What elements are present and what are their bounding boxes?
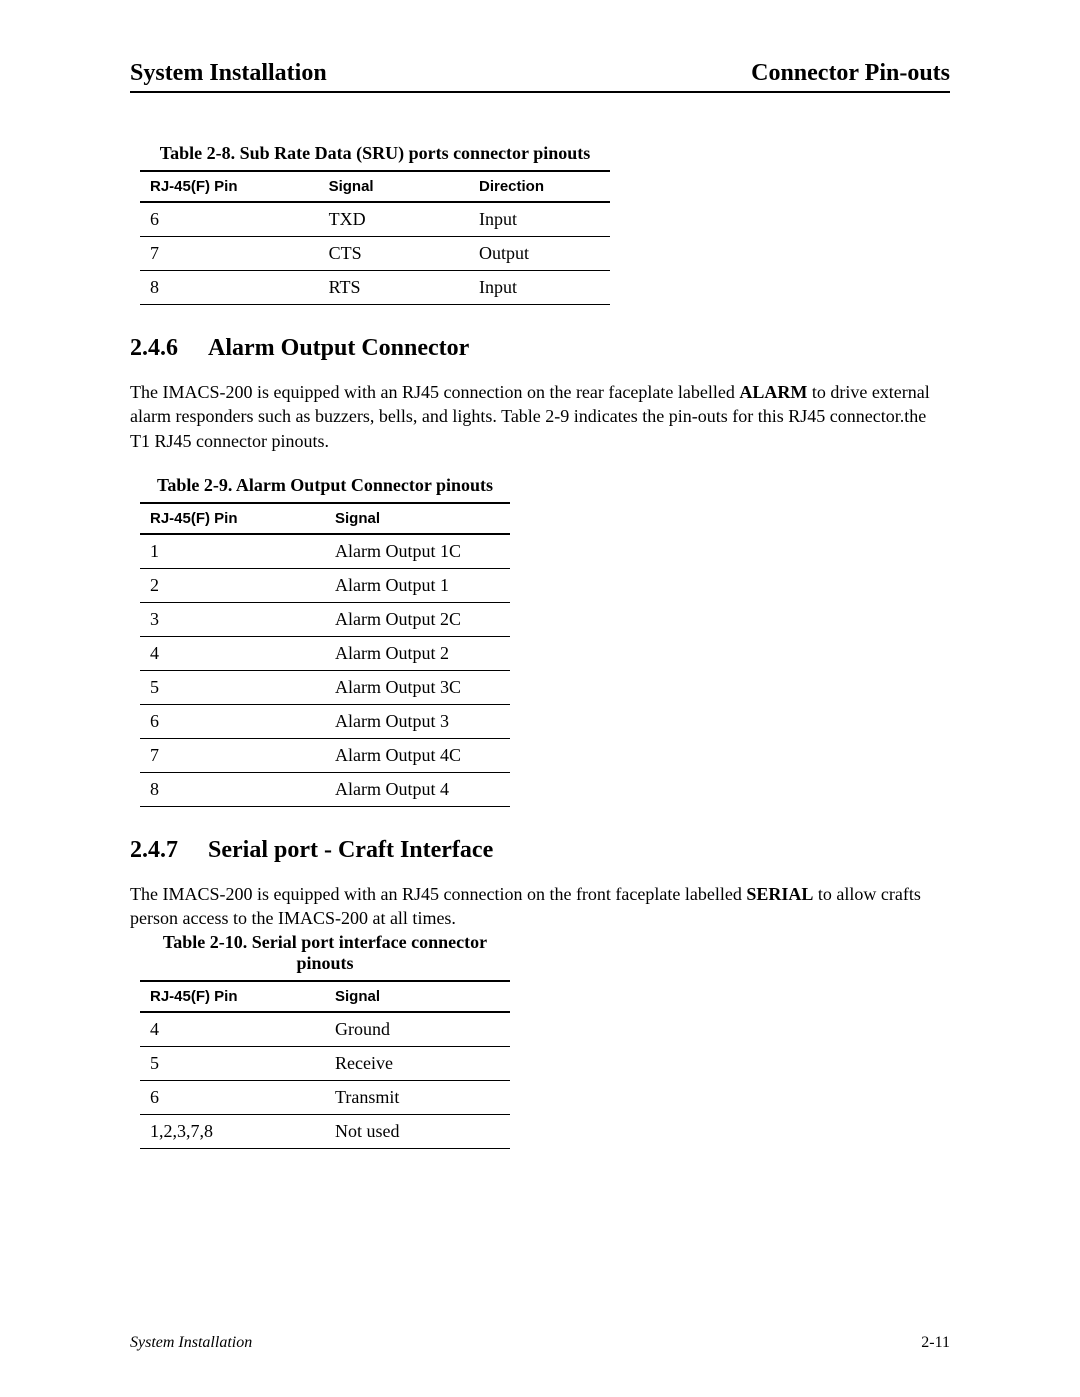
table-cell: 8 <box>140 772 325 806</box>
table-cell: 6 <box>140 704 325 738</box>
table-cell: 7 <box>140 738 325 772</box>
table-cell: Ground <box>325 1012 510 1047</box>
table2-caption: Table 2-9. Alarm Output Connector pinout… <box>140 475 510 496</box>
table-cell: Alarm Output 4C <box>325 738 510 772</box>
table-cell: Alarm Output 2 <box>325 636 510 670</box>
table-cell: 5 <box>140 1047 325 1081</box>
table-cell: 4 <box>140 636 325 670</box>
table-row: 6Transmit <box>140 1081 510 1115</box>
table-row: 4Alarm Output 2 <box>140 636 510 670</box>
table-serial-pinouts: RJ-45(F) PinSignal 4Ground5Receive6Trans… <box>140 980 510 1149</box>
table-row: 3Alarm Output 2C <box>140 602 510 636</box>
table-cell: Receive <box>325 1047 510 1081</box>
table-cell: 8 <box>140 271 319 305</box>
table-cell: Not used <box>325 1115 510 1149</box>
table-cell: 6 <box>140 1081 325 1115</box>
table-header-cell: RJ-45(F) Pin <box>140 981 325 1012</box>
para-text: The IMACS-200 is equipped with an RJ45 c… <box>130 884 746 904</box>
para-bold: SERIAL <box>746 884 813 904</box>
table-cell: Alarm Output 1C <box>325 534 510 569</box>
section-title: Alarm Output Connector <box>208 335 469 361</box>
section-heading-alarm: 2.4.6Alarm Output Connector <box>130 335 950 362</box>
page-header: System Installation Connector Pin-outs <box>130 60 950 93</box>
table-cell: 1 <box>140 534 325 569</box>
section1-paragraph: The IMACS-200 is equipped with an RJ45 c… <box>130 380 950 453</box>
table-cell: Transmit <box>325 1081 510 1115</box>
table-cell: CTS <box>319 237 469 271</box>
table-cell: 5 <box>140 670 325 704</box>
table-row: 6TXDInput <box>140 202 610 237</box>
table-header-cell: Direction <box>469 171 610 202</box>
table-row: 5Alarm Output 3C <box>140 670 510 704</box>
table-sru-pinouts: RJ-45(F) PinSignalDirection 6TXDInput7CT… <box>140 170 610 305</box>
header-right: Connector Pin-outs <box>751 60 950 87</box>
table-row: 4Ground <box>140 1012 510 1047</box>
table-cell: Alarm Output 1 <box>325 568 510 602</box>
table-cell: 6 <box>140 202 319 237</box>
table-cell: Alarm Output 2C <box>325 602 510 636</box>
para-bold: ALARM <box>739 382 807 402</box>
table-cell: Alarm Output 4 <box>325 772 510 806</box>
section2-paragraph: The IMACS-200 is equipped with an RJ45 c… <box>130 882 950 931</box>
section-heading-serial: 2.4.7Serial port - Craft Interface <box>130 837 950 864</box>
table-row: 1Alarm Output 1C <box>140 534 510 569</box>
header-left: System Installation <box>130 60 327 87</box>
table-cell: 7 <box>140 237 319 271</box>
footer-page-number: 2-11 <box>921 1334 950 1352</box>
table-header-cell: Signal <box>325 503 510 534</box>
table-cell: 3 <box>140 602 325 636</box>
table-row: 8RTSInput <box>140 271 610 305</box>
table-row: 2Alarm Output 1 <box>140 568 510 602</box>
table-cell: 2 <box>140 568 325 602</box>
table-header-cell: Signal <box>325 981 510 1012</box>
table-header-cell: Signal <box>319 171 469 202</box>
table-cell: 4 <box>140 1012 325 1047</box>
table-alarm-pinouts: RJ-45(F) PinSignal 1Alarm Output 1C2Alar… <box>140 502 510 807</box>
table-header-cell: RJ-45(F) Pin <box>140 171 319 202</box>
section-title: Serial port - Craft Interface <box>208 837 493 863</box>
table-row: 7CTSOutput <box>140 237 610 271</box>
section-number: 2.4.6 <box>130 335 208 362</box>
section-number: 2.4.7 <box>130 837 208 864</box>
table-row: 8Alarm Output 4 <box>140 772 510 806</box>
table3-caption: Table 2-10. Serial port interface connec… <box>140 932 510 974</box>
table-cell: Alarm Output 3C <box>325 670 510 704</box>
table-cell: TXD <box>319 202 469 237</box>
table-cell: Input <box>469 271 610 305</box>
page-footer: System Installation 2-11 <box>130 1334 950 1352</box>
table-cell: Alarm Output 3 <box>325 704 510 738</box>
para-text: The IMACS-200 is equipped with an RJ45 c… <box>130 382 739 402</box>
table-row: 6Alarm Output 3 <box>140 704 510 738</box>
table1-caption: Table 2-8. Sub Rate Data (SRU) ports con… <box>140 143 610 164</box>
table-cell: Input <box>469 202 610 237</box>
table-cell: RTS <box>319 271 469 305</box>
table-header-cell: RJ-45(F) Pin <box>140 503 325 534</box>
table-cell: 1,2,3,7,8 <box>140 1115 325 1149</box>
footer-left: System Installation <box>130 1334 252 1352</box>
table-row: 7Alarm Output 4C <box>140 738 510 772</box>
table-row: 5Receive <box>140 1047 510 1081</box>
table-row: 1,2,3,7,8Not used <box>140 1115 510 1149</box>
table-cell: Output <box>469 237 610 271</box>
